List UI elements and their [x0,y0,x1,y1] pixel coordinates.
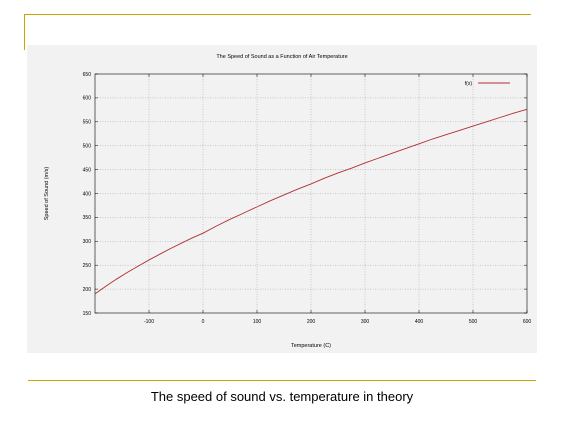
y-tick-label: 400 [83,191,92,197]
top-rule [24,14,531,15]
chart-title: The Speed of Sound as a Function of Air … [216,54,347,60]
y-tick-label: 550 [83,120,92,126]
y-tick-label: 350 [83,215,92,221]
x-axis-label: Temperature (C) [291,343,331,349]
y-tick-label: 650 [83,72,92,78]
y-tick-label: 500 [83,144,92,150]
legend-label: f(x) [465,81,473,87]
x-tick-label: 300 [361,319,370,325]
x-tick-label: 500 [469,319,478,325]
speed-of-sound-chart: The Speed of Sound as a Function of Air … [27,45,537,353]
series-line [94,108,528,295]
chart-panel: The Speed of Sound as a Function of Air … [27,45,537,353]
x-tick-label: 100 [253,319,262,325]
x-tick-label: 600 [523,319,532,325]
x-tick-label: -100 [144,319,154,325]
y-axis-label: Speed of Sound (m/s) [44,167,50,221]
bottom-rule [28,380,536,381]
x-tick-label: 0 [202,319,205,325]
y-tick-label: 300 [83,239,92,245]
slide-caption: The speed of sound vs. temperature in th… [150,389,414,404]
y-tick-label: 200 [83,287,92,293]
y-tick-label: 600 [83,96,92,102]
y-tick-label: 250 [83,263,92,269]
y-tick-label: 150 [83,311,92,317]
x-tick-label: 200 [307,319,316,325]
y-tick-label: 450 [83,167,92,173]
left-rule [24,14,25,50]
chart-background [27,45,537,353]
x-tick-label: 400 [415,319,424,325]
